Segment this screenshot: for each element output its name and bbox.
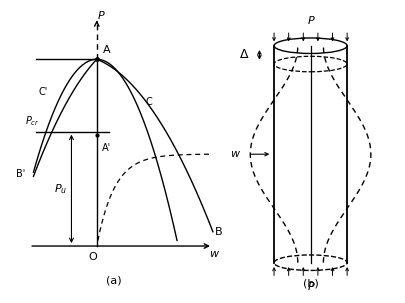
- Text: B: B: [215, 227, 222, 237]
- Text: A: A: [103, 45, 111, 55]
- Text: C': C': [39, 87, 48, 97]
- Text: w: w: [230, 149, 239, 159]
- Text: Δ: Δ: [239, 48, 248, 62]
- Text: (a): (a): [106, 275, 121, 285]
- Text: P: P: [307, 282, 313, 292]
- Text: P: P: [307, 16, 313, 26]
- Text: $P_u$: $P_u$: [54, 182, 67, 196]
- Text: B': B': [16, 168, 25, 178]
- Text: (b): (b): [302, 278, 318, 288]
- Text: O: O: [88, 252, 97, 262]
- Text: P: P: [97, 11, 104, 21]
- Text: A': A': [102, 143, 111, 153]
- Text: w: w: [209, 249, 218, 259]
- Text: C: C: [145, 97, 152, 107]
- Text: $P_{cr}$: $P_{cr}$: [25, 114, 40, 128]
